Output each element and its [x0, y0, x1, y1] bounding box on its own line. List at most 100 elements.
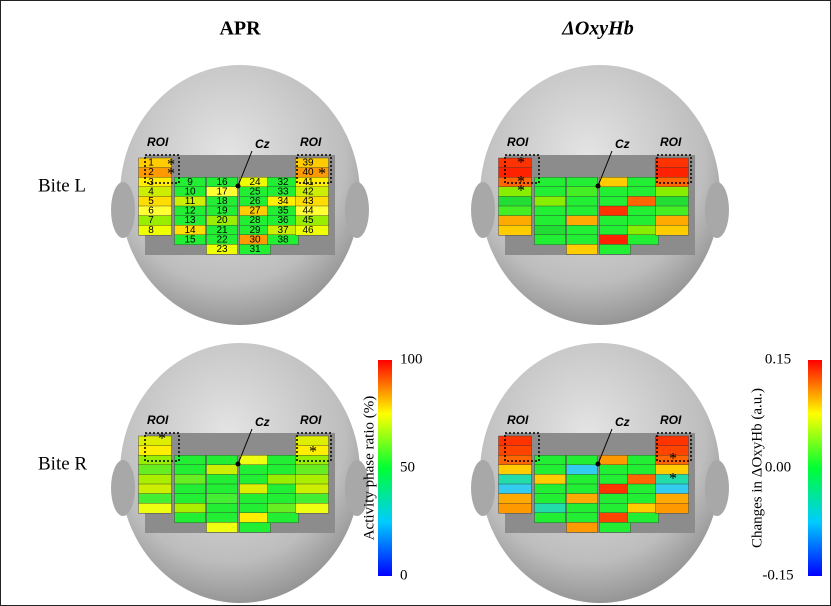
- heat-cell: [207, 455, 238, 465]
- heat-cell: [240, 522, 271, 532]
- channel-number: 23: [216, 244, 228, 255]
- heat-cell: [499, 196, 532, 206]
- heat-cell: [139, 474, 172, 484]
- ear: [471, 182, 495, 238]
- significance-star: *: [318, 166, 326, 183]
- significance-star: *: [158, 431, 166, 448]
- heat-cell: [499, 494, 532, 504]
- heat-cell: [139, 484, 172, 494]
- heat-cell: [296, 474, 329, 484]
- heat-cell: [139, 436, 172, 446]
- roi-label: ROI: [300, 413, 322, 427]
- heat-cell: [567, 522, 598, 532]
- heat-cell: [296, 465, 329, 475]
- cz-point: [236, 184, 241, 189]
- heat-cell: [296, 494, 329, 504]
- channel-number: 31: [249, 244, 261, 255]
- heat-cell: [628, 235, 659, 245]
- heat-cell: [600, 235, 631, 245]
- cz-point: [236, 462, 241, 467]
- heat-cell: [240, 513, 271, 523]
- heat-cell: [656, 494, 689, 504]
- heat-cell: [535, 206, 566, 216]
- heat-cell: [600, 225, 631, 235]
- heat-cell: [139, 187, 172, 197]
- heat-cell: [600, 455, 631, 465]
- colorbar: [808, 360, 822, 576]
- heat-cell: [139, 196, 172, 206]
- heat-cell: [656, 168, 689, 178]
- column-title: APR: [219, 18, 261, 40]
- heat-cell: [535, 474, 566, 484]
- heat-cell: [567, 474, 598, 484]
- heat-cell: [567, 206, 598, 216]
- heat-cell: [600, 187, 631, 197]
- roi-label: ROI: [507, 135, 529, 149]
- heat-cell: [499, 206, 532, 216]
- significance-star: *: [309, 444, 317, 461]
- heat-cell: [628, 503, 659, 513]
- heat-cell: [139, 206, 172, 216]
- heat-cell: [240, 494, 271, 504]
- significance-star: *: [669, 471, 677, 488]
- heat-cell: [600, 474, 631, 484]
- heat-cell: [656, 158, 689, 168]
- heat-cell: [139, 455, 172, 465]
- ear: [345, 182, 369, 238]
- heat-cell: [499, 177, 532, 187]
- colorbar-tick-label: 50: [400, 459, 415, 475]
- heat-cell: [139, 446, 172, 456]
- heat-cell: [600, 522, 631, 532]
- heat-cell: [628, 494, 659, 504]
- heat-cell: [296, 484, 329, 494]
- heat-cell: [656, 177, 689, 187]
- heat-cell: [600, 177, 631, 187]
- heat-cell: [567, 235, 598, 245]
- heat-cell: [207, 513, 238, 523]
- heat-cell: [268, 503, 299, 513]
- heat-cell: [535, 235, 566, 245]
- heat-cell: [600, 465, 631, 475]
- heat-cell: [499, 436, 532, 446]
- heat-cell: [656, 503, 689, 513]
- colorbar-tick-label: 100: [400, 351, 423, 367]
- channel-number: 38: [277, 234, 289, 245]
- roi-label: ROI: [147, 413, 169, 427]
- ear: [111, 182, 135, 238]
- heat-cell: [600, 244, 631, 254]
- heat-cell: [628, 513, 659, 523]
- heat-cell: [175, 503, 206, 513]
- heat-cell: [207, 465, 238, 475]
- heat-cell: [535, 196, 566, 206]
- channel-number: 46: [302, 225, 314, 236]
- heat-cell: [535, 503, 566, 513]
- roi-label: ROI: [300, 135, 322, 149]
- heat-cell: [207, 484, 238, 494]
- heat-cell: [628, 484, 659, 494]
- channel-number: 15: [184, 234, 196, 245]
- heat-cell: [567, 484, 598, 494]
- heat-cell: [240, 465, 271, 475]
- row-label: Bite L: [38, 175, 86, 196]
- heat-cell: [567, 177, 598, 187]
- heat-cell: [656, 436, 689, 446]
- heat-cell: [656, 225, 689, 235]
- heat-cell: [600, 503, 631, 513]
- cz-label: Cz: [255, 415, 270, 429]
- heat-cell: [499, 158, 532, 168]
- heat-cell: [499, 216, 532, 226]
- heat-cell: [499, 474, 532, 484]
- cz-label: Cz: [615, 137, 630, 151]
- heat-cell: [628, 196, 659, 206]
- heat-cell: [139, 503, 172, 513]
- heat-cell: [207, 503, 238, 513]
- heat-cell: [175, 494, 206, 504]
- ear: [111, 460, 135, 516]
- heat-cell: [207, 474, 238, 484]
- heat-cell: [268, 474, 299, 484]
- heat-cell: [139, 225, 172, 235]
- heat-cell: [499, 484, 532, 494]
- colorbar-tick-label: -0.15: [762, 567, 793, 583]
- heat-cell: [268, 494, 299, 504]
- channel-number: 8: [148, 225, 154, 236]
